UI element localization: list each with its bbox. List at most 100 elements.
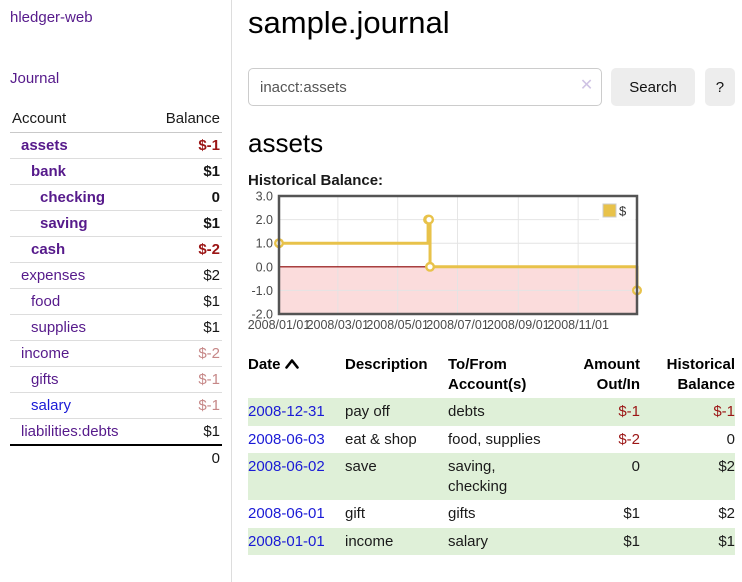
account-row: bank $1 [10, 158, 222, 185]
register-column-header-date[interactable]: Date [248, 351, 345, 398]
svg-text:2008/05/01: 2008/05/01 [366, 318, 429, 332]
account-link[interactable]: supplies [31, 319, 87, 336]
svg-text:-2.0: -2.0 [251, 308, 273, 322]
transaction-amount: $1 [623, 505, 640, 523]
transaction-amount: $-1 [618, 403, 640, 421]
transaction-balance: 0 [726, 430, 735, 448]
search-input-wrap: ✕ [248, 68, 603, 107]
account-column-header: Account [10, 107, 148, 133]
sidebar: hledger-web Journal Account Balance asse… [0, 0, 232, 582]
svg-text:-1.0: -1.0 [251, 284, 273, 298]
account-balance: $1 [147, 314, 222, 341]
svg-text:2008/11/01: 2008/11/01 [547, 318, 609, 332]
accounts-table: Account Balance assets $-1 bank $1 checking 0… [10, 107, 222, 471]
accounts-total-value: 0 [147, 444, 222, 471]
account-balance: $-2 [147, 340, 222, 367]
transaction-balance: $2 [718, 458, 735, 476]
account-row: expenses $2 [10, 262, 222, 289]
account-balance: $1 [147, 158, 222, 185]
account-balance: $-2 [147, 236, 222, 263]
account-balance: $1 [203, 423, 220, 440]
account-link[interactable]: gifts [31, 371, 59, 388]
account-row: supplies $1 [10, 314, 222, 341]
account-row: cash $-2 [10, 236, 222, 263]
account-link[interactable]: checking [40, 189, 106, 206]
account-link[interactable]: income [21, 345, 70, 362]
register-row: 2008-06-01 gift gifts $1 $2 [248, 500, 735, 528]
account-link[interactable]: bank [31, 163, 67, 180]
transaction-amount: $-2 [618, 430, 640, 448]
account-link[interactable]: assets [21, 137, 68, 154]
transaction-date-link[interactable]: 2008-01-01 [248, 532, 325, 550]
account-row: income $-2 [10, 340, 222, 367]
transaction-description: pay off [345, 403, 390, 421]
page-title: sample.journal [248, 5, 450, 40]
transaction-description: eat & shop [345, 430, 417, 448]
search-input[interactable] [248, 68, 603, 107]
account-heading: assets [248, 128, 324, 159]
account-link[interactable]: liabilities:debts [21, 423, 119, 440]
accounts-total-row: 0 [10, 444, 222, 471]
search-bar: ✕ Search ? [248, 68, 735, 107]
svg-text:1.0: 1.0 [256, 237, 273, 251]
register-row: 2008-12-31 pay off debts $-1 $-1 [248, 398, 735, 426]
register-table-header: Date Description To/From Account(s) Amount … [248, 351, 735, 398]
register-row: 2008-06-02 save saving, checking 0 $2 [248, 453, 735, 501]
account-row: gifts $-1 [10, 366, 222, 393]
main-content: sample.journal ✕ Search ? assets Histori… [248, 0, 735, 556]
register-row: 2008-06-03 eat & shop food, supplies $-2 0 [248, 426, 735, 454]
svg-text:2.0: 2.0 [256, 213, 273, 227]
sort-asc-icon [284, 359, 299, 369]
svg-text:0.0: 0.0 [256, 260, 273, 274]
account-row: food $1 [10, 288, 222, 315]
transaction-description: gift [345, 505, 366, 523]
account-balance: $1 [147, 210, 222, 237]
account-link[interactable]: saving [40, 215, 88, 232]
account-balance: $-1 [147, 366, 222, 393]
register-column-header-description[interactable]: Description [345, 356, 428, 374]
chart-title: Historical Balance: [248, 172, 384, 190]
account-link[interactable]: food [31, 293, 61, 310]
transaction-date-link[interactable]: 2008-06-01 [248, 505, 325, 523]
register-table: Date Description To/From Account(s) Amount … [248, 351, 735, 556]
clear-search-icon[interactable]: ✕ [579, 77, 594, 95]
svg-text:2008/03/01: 2008/03/01 [307, 318, 370, 332]
transaction-balance: $2 [718, 505, 735, 523]
transaction-balance: $1 [718, 532, 735, 550]
balance-chart: 3.0 2.0 1.0 0.0 -1.0 -2.0 2008/01/01 2008/03/01… [248, 190, 735, 334]
transaction-description: save [345, 458, 377, 476]
register-column-header-historical-balance[interactable]: Historical Balance [666, 356, 735, 393]
transaction-amount: 0 [631, 458, 640, 476]
transaction-accounts: debts [448, 403, 485, 421]
transaction-description: income [345, 532, 394, 550]
transaction-amount: $1 [623, 532, 640, 550]
balance-column-header: Balance [147, 107, 222, 133]
transaction-date-link[interactable]: 2008-06-02 [248, 458, 325, 476]
account-link[interactable]: salary [31, 397, 72, 414]
account-row: saving $1 [10, 210, 222, 237]
sidebar-item-journal[interactable]: Journal [10, 70, 60, 87]
account-row: checking 0 [10, 184, 222, 211]
register-column-header-to-from-account-s-[interactable]: To/From Account(s) [448, 356, 527, 393]
account-link[interactable]: expenses [21, 267, 86, 284]
register-column-header-amount-out-in[interactable]: Amount Out/In [583, 356, 640, 393]
register-row: 2008-01-01 income salary $1 $1 [248, 527, 735, 556]
transaction-balance: $-1 [713, 403, 735, 421]
account-balance: 0 [147, 184, 222, 211]
transaction-accounts: saving, checking [448, 458, 508, 495]
svg-text:2008/07/01: 2008/07/01 [426, 318, 489, 332]
account-balance: $1 [147, 288, 222, 315]
help-button[interactable]: ? [704, 68, 735, 107]
account-link[interactable]: cash [31, 241, 66, 258]
balance-chart-svg: 3.0 2.0 1.0 0.0 -1.0 -2.02008/01/012008/03/01… [248, 190, 643, 332]
svg-text:$: $ [619, 204, 627, 219]
transaction-date-link[interactable]: 2008-06-03 [248, 430, 325, 448]
transaction-accounts: food, supplies [448, 430, 541, 448]
svg-text:3.0: 3.0 [256, 190, 273, 204]
svg-text:2008/01/01: 2008/01/01 [248, 318, 311, 332]
transaction-date-link[interactable]: 2008-12-31 [248, 403, 325, 421]
search-button[interactable]: Search [611, 68, 695, 107]
account-balance: $-1 [147, 392, 222, 419]
app-brand-link[interactable]: hledger-web [10, 9, 93, 26]
account-balance: $2 [147, 262, 222, 289]
